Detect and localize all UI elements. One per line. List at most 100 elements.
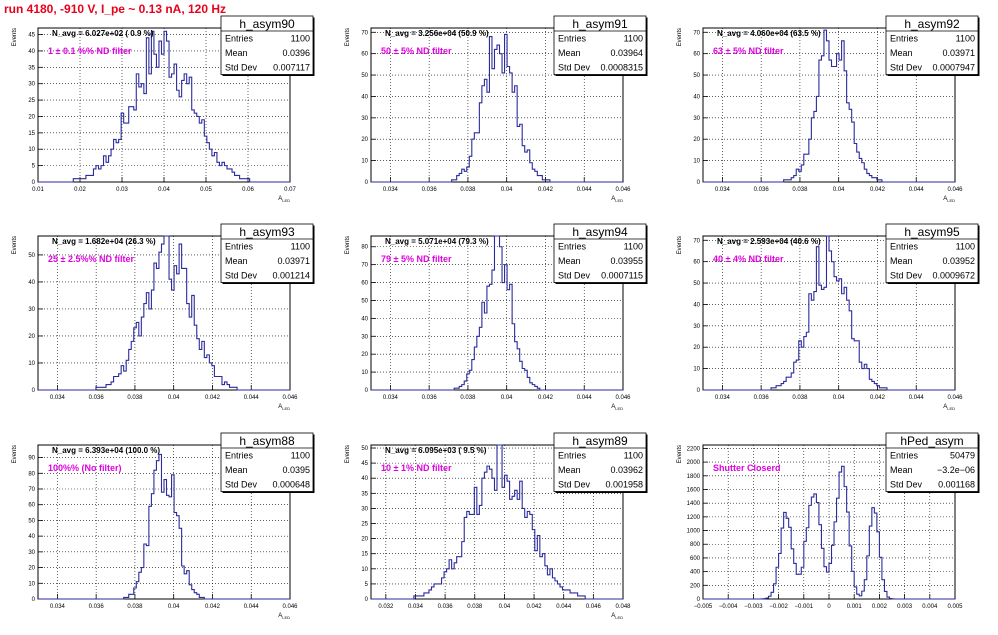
histogram-series bbox=[38, 453, 290, 600]
y-tick-label: 0 bbox=[364, 180, 368, 186]
y-tick-label: 10 bbox=[361, 370, 368, 376]
x-tick-label: 0.004 bbox=[923, 604, 939, 610]
y-tick-label: 30 bbox=[361, 116, 368, 122]
histogram-name: h_asym90 bbox=[239, 17, 295, 31]
y-tick-label: 50 bbox=[361, 299, 368, 305]
stats-value: 0.0009672 bbox=[933, 271, 976, 281]
x-tick-label: 0.038 bbox=[127, 395, 143, 401]
y-tick-label: 20 bbox=[361, 353, 368, 359]
y-tick-label: 40 bbox=[361, 476, 368, 482]
x-tick-label: 0.034 bbox=[715, 395, 731, 401]
y-tick-label: 10 bbox=[361, 566, 368, 572]
x-tick-label: 0.034 bbox=[408, 604, 424, 610]
x-tick-label: 0.034 bbox=[715, 187, 731, 193]
y-axis-label: Events bbox=[677, 28, 683, 46]
x-tick-label: −0.001 bbox=[795, 604, 814, 610]
stats-key: Std Dev bbox=[890, 271, 923, 281]
stats-value: −3.2e−06 bbox=[937, 465, 975, 475]
y-tick-label: 0 bbox=[32, 180, 36, 186]
stats-key: Entries bbox=[890, 242, 919, 252]
y-tick-label: 60 bbox=[694, 52, 701, 58]
y-tick-label: 60 bbox=[694, 260, 701, 266]
stats-key: Mean bbox=[890, 48, 913, 58]
x-axis-label: ALED bbox=[278, 613, 290, 620]
y-tick-label: 70 bbox=[694, 239, 701, 245]
x-tick-label: −0.004 bbox=[719, 604, 738, 610]
y-tick-label: 30 bbox=[361, 335, 368, 341]
x-tick-label: 0.044 bbox=[244, 604, 260, 610]
x-tick-label: 0.05 bbox=[200, 187, 212, 193]
y-tick-label: 15 bbox=[28, 131, 35, 137]
stats-value: 0.03971 bbox=[277, 256, 310, 266]
stats-key: Mean bbox=[225, 465, 248, 475]
y-tick-label: 20 bbox=[28, 114, 35, 120]
stats-key: Std Dev bbox=[890, 63, 923, 73]
histogram-name: h_asym91 bbox=[572, 17, 628, 31]
x-tick-label: 0.032 bbox=[378, 604, 394, 610]
navg-label: N_avg = 6.027e+02 ( 0.9 %) bbox=[52, 29, 154, 38]
x-tick-label: 0.04 bbox=[158, 187, 170, 193]
x-tick-label: 0.036 bbox=[421, 187, 437, 193]
x-axis-label: ALED bbox=[944, 404, 956, 411]
stats-value: 0.0007947 bbox=[933, 63, 976, 73]
navg-label: N_avg = 4.060e+04 (63.5 %) bbox=[717, 29, 821, 38]
x-tick-label: 0.03 bbox=[116, 187, 128, 193]
x-axis-label: ALED bbox=[944, 196, 956, 203]
stats-value: 1100 bbox=[623, 34, 642, 44]
stats-key: Mean bbox=[890, 256, 913, 266]
y-tick-label: 70 bbox=[361, 30, 368, 36]
histogram-series bbox=[370, 235, 623, 391]
y-tick-label: 40 bbox=[361, 94, 368, 100]
x-tick-label: 0.046 bbox=[948, 187, 964, 193]
histogram-series bbox=[38, 235, 290, 391]
x-axis-label: ALED bbox=[611, 613, 623, 620]
y-tick-label: 10 bbox=[694, 367, 701, 373]
stats-value: 0.03964 bbox=[610, 48, 643, 58]
x-tick-label: 0.034 bbox=[383, 187, 399, 193]
stats-value: 1100 bbox=[623, 242, 642, 252]
y-axis-label: Events bbox=[345, 28, 351, 46]
y-tick-label: 40 bbox=[694, 94, 701, 100]
y-tick-label: 2000 bbox=[687, 460, 701, 466]
histogram-panel-h_asym90: 0.01 0.02 0.03 0.04 0.05 0.06 0.07 0 5 10 15 20 25 30… bbox=[12, 15, 315, 203]
histogram-name: h_asym94 bbox=[572, 225, 628, 239]
stats-value: 1100 bbox=[623, 450, 642, 460]
stats-key: Mean bbox=[558, 256, 581, 266]
stats-key: Std Dev bbox=[558, 479, 591, 489]
histogram-panel-h_asym92: 0.034 0.036 0.038 0.04 0.042 0.044 0.046 0 10 20 3… bbox=[677, 15, 980, 203]
x-tick-label: 0.001 bbox=[847, 604, 863, 610]
x-tick-label: 0.046 bbox=[282, 604, 298, 610]
stats-value: 1100 bbox=[956, 242, 975, 252]
filter-annotation: 40 ± 4% ND filter bbox=[713, 254, 784, 264]
histogram-panel-h_asym88: 0.034 0.036 0.038 0.04 0.042 0.044 0.046 0 10 20 3… bbox=[12, 432, 315, 620]
histogram-series bbox=[38, 30, 290, 183]
filter-annotation: 1 ± 0.1 %% ND filter bbox=[48, 46, 132, 56]
x-tick-label: 0.04 bbox=[168, 604, 180, 610]
y-tick-label: 10 bbox=[28, 147, 35, 153]
filter-annotation: 100%% (No filter) bbox=[48, 463, 122, 473]
stats-key: Std Dev bbox=[225, 63, 258, 73]
stats-key: Entries bbox=[225, 34, 254, 44]
y-tick-label: 5 bbox=[32, 164, 36, 170]
stats-value: 0.0007115 bbox=[601, 271, 643, 281]
stats-key: Std Dev bbox=[558, 63, 591, 73]
filter-annotation: 63 ± 5% ND filter bbox=[713, 46, 784, 56]
histogram-name: h_asym92 bbox=[905, 17, 961, 31]
filter-annotation: 10 ± 1% ND filter bbox=[381, 463, 452, 473]
stats-value: 0.001214 bbox=[272, 271, 310, 281]
y-axis-label: Events bbox=[345, 236, 351, 254]
y-tick-label: 0 bbox=[32, 388, 36, 394]
stats-key: Entries bbox=[225, 450, 254, 460]
stats-key: Std Dev bbox=[225, 271, 258, 281]
x-axis-label: ALED bbox=[611, 196, 623, 203]
stats-box: h_asym92 Entries 1100 Mean 0.03971 Std Dev 0.0… bbox=[885, 15, 980, 76]
y-tick-label: 200 bbox=[690, 583, 701, 589]
y-tick-label: 35 bbox=[361, 491, 368, 497]
y-tick-label: 25 bbox=[361, 521, 368, 527]
x-tick-label: 0.042 bbox=[205, 604, 221, 610]
stats-key: Entries bbox=[558, 242, 587, 252]
y-tick-label: 25 bbox=[28, 98, 35, 104]
x-tick-label: 0.046 bbox=[615, 187, 631, 193]
stats-key: Std Dev bbox=[225, 479, 258, 489]
y-tick-label: 45 bbox=[361, 461, 368, 467]
